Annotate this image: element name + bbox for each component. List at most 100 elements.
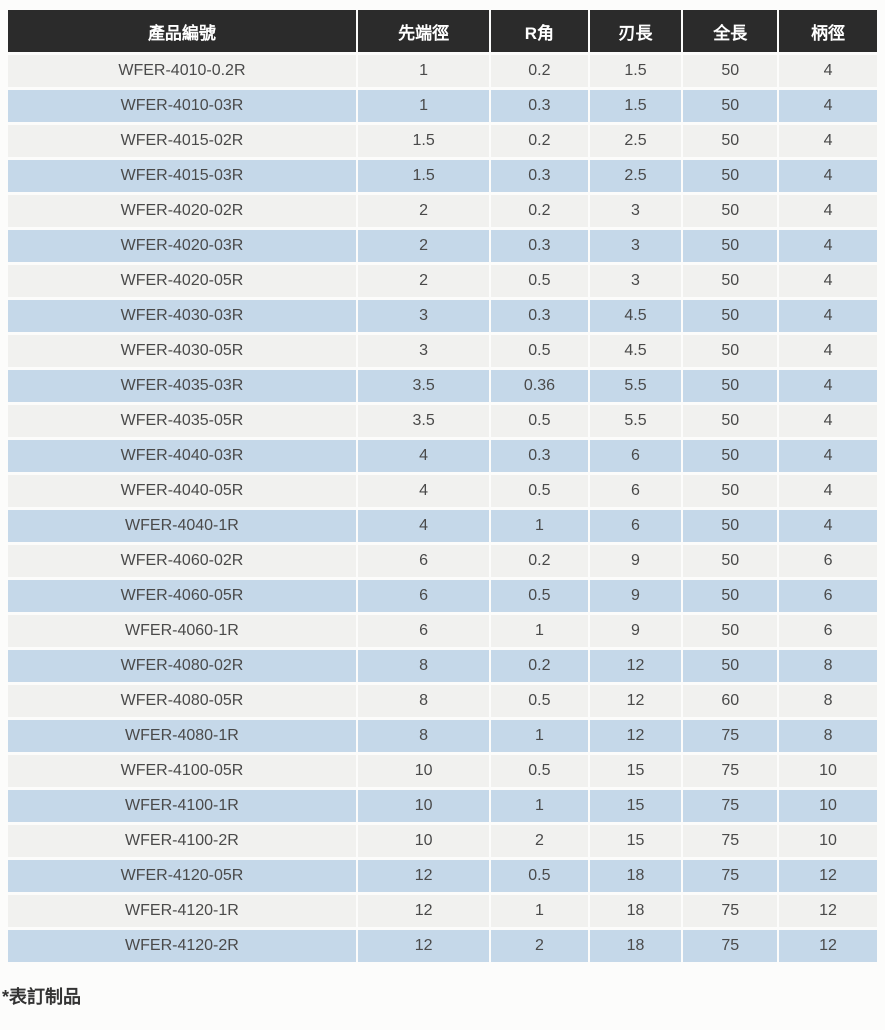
cell-product-code: WFER-4100-05R bbox=[8, 755, 356, 787]
table-row: WFER-4010-0.2R 1 0.2 1.5 50 4 bbox=[8, 55, 877, 87]
cell-corner-radius: 0.3 bbox=[491, 160, 588, 192]
table-row: WFER-4080-1R 8 1 12 75 8 bbox=[8, 720, 877, 752]
cell-corner-radius: 0.2 bbox=[491, 195, 588, 227]
cell-corner-radius: 0.2 bbox=[491, 55, 588, 87]
cell-overall-length: 75 bbox=[683, 895, 778, 927]
cell-corner-radius: 0.5 bbox=[491, 335, 588, 367]
table-row: WFER-4030-03R 3 0.3 4.5 50 4 bbox=[8, 300, 877, 332]
cell-flute-length: 4.5 bbox=[589, 335, 682, 367]
cell-product-code: WFER-4100-2R bbox=[8, 825, 356, 857]
cell-flute-length: 15 bbox=[589, 790, 682, 822]
header-cell-flute-length: 刃長 bbox=[589, 10, 682, 52]
table-row: WFER-4015-02R 1.5 0.2 2.5 50 4 bbox=[8, 125, 877, 157]
cell-corner-radius: 0.5 bbox=[491, 475, 588, 507]
table-row: WFER-4040-05R 4 0.5 6 50 4 bbox=[8, 475, 877, 507]
cell-overall-length: 50 bbox=[683, 370, 778, 402]
cell-overall-length: 75 bbox=[683, 930, 778, 962]
cell-flute-length: 15 bbox=[589, 825, 682, 857]
cell-tip-diameter: 6 bbox=[357, 615, 490, 647]
cell-overall-length: 75 bbox=[683, 790, 778, 822]
cell-product-code: WFER-4080-1R bbox=[8, 720, 356, 752]
table-row: WFER-4060-02R 6 0.2 9 50 6 bbox=[8, 545, 877, 577]
cell-product-code: WFER-4035-03R bbox=[8, 370, 356, 402]
table-row: WFER-4035-05R 3.5 0.5 5.5 50 4 bbox=[8, 405, 877, 437]
cell-product-code: WFER-4015-02R bbox=[8, 125, 356, 157]
table-row: WFER-4120-05R 12 0.5 18 75 12 bbox=[8, 860, 877, 892]
cell-overall-length: 50 bbox=[683, 545, 778, 577]
cell-corner-radius: 0.5 bbox=[491, 685, 588, 717]
table-row: WFER-4020-03R 2 0.3 3 50 4 bbox=[8, 230, 877, 262]
cell-overall-length: 50 bbox=[683, 440, 778, 472]
cell-product-code: WFER-4040-03R bbox=[8, 440, 356, 472]
table-row: WFER-4020-05R 2 0.5 3 50 4 bbox=[8, 265, 877, 297]
table-row: WFER-4120-2R 12 2 18 75 12 bbox=[8, 930, 877, 962]
cell-shank-diameter: 4 bbox=[779, 90, 877, 122]
cell-product-code: WFER-4060-05R bbox=[8, 580, 356, 612]
cell-tip-diameter: 2 bbox=[357, 265, 490, 297]
cell-tip-diameter: 10 bbox=[357, 790, 490, 822]
cell-tip-diameter: 8 bbox=[357, 650, 490, 682]
cell-tip-diameter: 4 bbox=[357, 440, 490, 472]
table-row: WFER-4080-05R 8 0.5 12 60 8 bbox=[8, 685, 877, 717]
cell-product-code: WFER-4040-1R bbox=[8, 510, 356, 542]
cell-tip-diameter: 6 bbox=[357, 545, 490, 577]
table-row: WFER-4100-05R 10 0.5 15 75 10 bbox=[8, 755, 877, 787]
cell-overall-length: 50 bbox=[683, 615, 778, 647]
cell-flute-length: 9 bbox=[589, 545, 682, 577]
cell-flute-length: 2.5 bbox=[589, 125, 682, 157]
cell-product-code: WFER-4020-02R bbox=[8, 195, 356, 227]
cell-tip-diameter: 3.5 bbox=[357, 370, 490, 402]
cell-overall-length: 50 bbox=[683, 125, 778, 157]
header-cell-product-code: 產品編號 bbox=[8, 10, 356, 52]
cell-tip-diameter: 3 bbox=[357, 300, 490, 332]
cell-shank-diameter: 10 bbox=[779, 755, 877, 787]
cell-product-code: WFER-4060-1R bbox=[8, 615, 356, 647]
cell-shank-diameter: 10 bbox=[779, 790, 877, 822]
cell-shank-diameter: 12 bbox=[779, 930, 877, 962]
cell-flute-length: 4.5 bbox=[589, 300, 682, 332]
table-row: WFER-4080-02R 8 0.2 12 50 8 bbox=[8, 650, 877, 682]
cell-flute-length: 18 bbox=[589, 860, 682, 892]
cell-product-code: WFER-4030-05R bbox=[8, 335, 356, 367]
cell-tip-diameter: 4 bbox=[357, 510, 490, 542]
cell-flute-length: 1.5 bbox=[589, 55, 682, 87]
cell-tip-diameter: 10 bbox=[357, 755, 490, 787]
cell-corner-radius: 0.5 bbox=[491, 580, 588, 612]
header-cell-tip-diameter: 先端徑 bbox=[357, 10, 490, 52]
cell-corner-radius: 2 bbox=[491, 930, 588, 962]
cell-product-code: WFER-4100-1R bbox=[8, 790, 356, 822]
cell-flute-length: 9 bbox=[589, 615, 682, 647]
header-cell-corner-radius: R角 bbox=[491, 10, 588, 52]
cell-corner-radius: 0.2 bbox=[491, 650, 588, 682]
table-row: WFER-4030-05R 3 0.5 4.5 50 4 bbox=[8, 335, 877, 367]
cell-tip-diameter: 6 bbox=[357, 580, 490, 612]
cell-product-code: WFER-4010-0.2R bbox=[8, 55, 356, 87]
cell-shank-diameter: 4 bbox=[779, 335, 877, 367]
cell-product-code: WFER-4010-03R bbox=[8, 90, 356, 122]
cell-corner-radius: 0.5 bbox=[491, 755, 588, 787]
table-row: WFER-4100-1R 10 1 15 75 10 bbox=[8, 790, 877, 822]
cell-tip-diameter: 2 bbox=[357, 230, 490, 262]
cell-shank-diameter: 8 bbox=[779, 650, 877, 682]
cell-shank-diameter: 4 bbox=[779, 300, 877, 332]
cell-overall-length: 50 bbox=[683, 300, 778, 332]
cell-tip-diameter: 1.5 bbox=[357, 125, 490, 157]
cell-shank-diameter: 6 bbox=[779, 580, 877, 612]
product-table-body: WFER-4010-0.2R 1 0.2 1.5 50 4 WFER-4010-03R 1 0.… bbox=[8, 55, 877, 962]
header-cell-shank-diameter: 柄徑 bbox=[779, 10, 877, 52]
cell-corner-radius: 0.5 bbox=[491, 405, 588, 437]
cell-product-code: WFER-4060-02R bbox=[8, 545, 356, 577]
cell-overall-length: 50 bbox=[683, 55, 778, 87]
cell-shank-diameter: 4 bbox=[779, 475, 877, 507]
table-row: WFER-4015-03R 1.5 0.3 2.5 50 4 bbox=[8, 160, 877, 192]
cell-shank-diameter: 4 bbox=[779, 510, 877, 542]
cell-corner-radius: 0.36 bbox=[491, 370, 588, 402]
cell-shank-diameter: 4 bbox=[779, 160, 877, 192]
cell-overall-length: 50 bbox=[683, 475, 778, 507]
cell-flute-length: 1.5 bbox=[589, 90, 682, 122]
table-row: WFER-4035-03R 3.5 0.36 5.5 50 4 bbox=[8, 370, 877, 402]
cell-tip-diameter: 12 bbox=[357, 930, 490, 962]
cell-product-code: WFER-4080-02R bbox=[8, 650, 356, 682]
cell-flute-length: 3 bbox=[589, 230, 682, 262]
cell-overall-length: 50 bbox=[683, 90, 778, 122]
